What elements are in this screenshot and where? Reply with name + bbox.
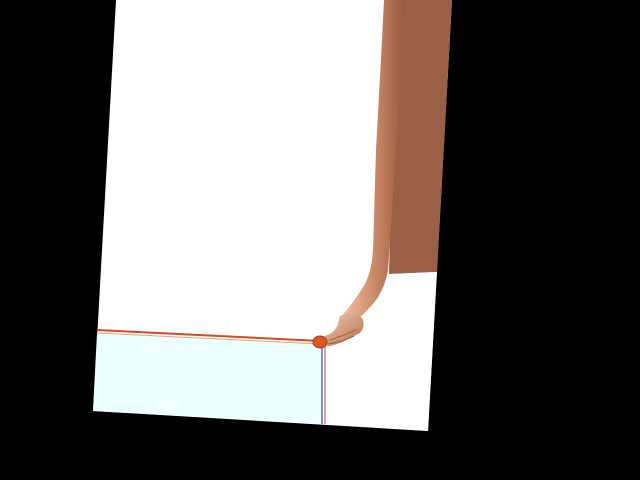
hand bbox=[320, 313, 364, 346]
arm bbox=[340, 0, 404, 322]
brown-wall bbox=[389, 0, 452, 274]
cursor-dot bbox=[312, 335, 328, 349]
highlight-line bbox=[96, 329, 321, 342]
highlight-line-shadow bbox=[96, 332, 321, 345]
fingers bbox=[327, 329, 357, 345]
lower-right-panel bbox=[324, 272, 437, 431]
selection-area bbox=[93, 333, 322, 424]
